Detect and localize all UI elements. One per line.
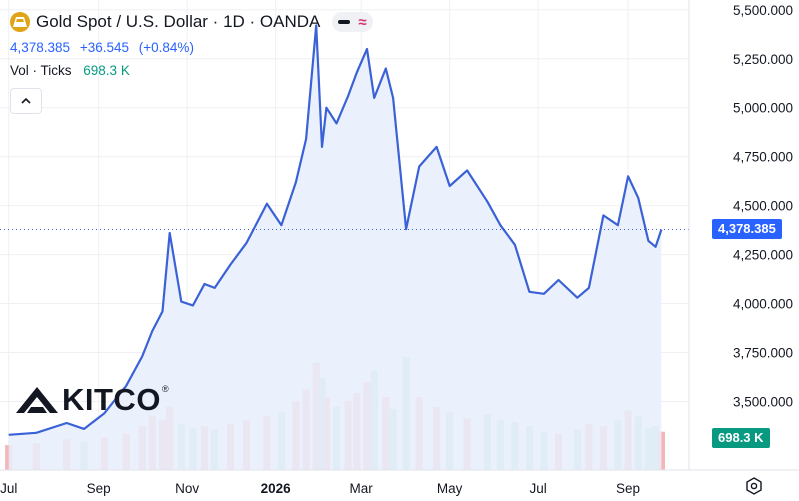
time-tick-label: Sep: [87, 481, 111, 496]
price-readout: 4,378.385 +36.545 (+0.84%): [10, 40, 373, 55]
time-tick-label: Sep: [616, 481, 640, 496]
kitco-wordmark: KITCO: [62, 382, 161, 417]
gold-symbol-icon: [10, 12, 30, 32]
time-tick-label: Jul: [0, 481, 17, 496]
price-change-percent: (+0.84%): [138, 40, 194, 55]
time-tick-label: Nov: [175, 481, 199, 496]
price-axis: 5,500.000 5,250.000 5,000.000 4,750.000 4,50…: [733, 3, 793, 410]
kitco-logo-icon: [16, 386, 58, 413]
volume-label[interactable]: Vol · Ticks: [10, 63, 72, 78]
price-area: [8, 25, 662, 470]
collapse-legend-button[interactable]: [10, 88, 42, 114]
time-tick-label: May: [437, 481, 463, 496]
volume-value: 698.3 K: [83, 63, 130, 78]
price-tick-label: 4,000.000: [733, 297, 793, 312]
kitco-watermark: KITCO ®: [14, 384, 169, 415]
wave-icon: ≈: [358, 13, 367, 31]
last-price-label: 4,378.385: [712, 219, 782, 239]
price-tick-label: 5,250.000: [733, 52, 793, 67]
price-tick-label: 5,000.000: [733, 101, 793, 116]
price-change: +36.545: [79, 40, 130, 55]
time-tick-label: Mar: [350, 481, 374, 496]
price-tick-label: 4,250.000: [733, 248, 793, 263]
settings-button[interactable]: [744, 476, 764, 501]
time-tick-label: 2026: [261, 481, 292, 496]
time-tick-label: Jul: [530, 481, 547, 496]
chart-legend: Gold Spot / U.S. Dollar · 1D · OANDA ≈ 4…: [10, 10, 373, 114]
price-tick-label: 4,500.000: [733, 199, 793, 214]
price-tick-label: 4,750.000: [733, 150, 793, 165]
price-tick-label: 3,500.000: [733, 394, 793, 409]
chevron-up-icon: [21, 97, 31, 104]
volume-readout: Vol · Ticks 698.3 K: [10, 63, 373, 78]
symbol-title[interactable]: Gold Spot / U.S. Dollar · 1D · OANDA: [36, 12, 321, 31]
chart-style-toggle[interactable]: ≈: [332, 12, 373, 32]
price-tick-label: 5,500.000: [733, 3, 793, 18]
current-price: 4,378.385: [10, 40, 71, 55]
registered-mark: ®: [161, 384, 169, 394]
price-line: [8, 24, 663, 436]
last-volume-label: 698.3 K: [712, 428, 770, 448]
price-tick-label: 3,750.000: [733, 346, 793, 361]
settings-icon: [746, 477, 762, 495]
time-axis: Jul Sep Nov 2026 Mar May Jul Sep: [0, 481, 640, 496]
minus-icon: [338, 20, 351, 24]
